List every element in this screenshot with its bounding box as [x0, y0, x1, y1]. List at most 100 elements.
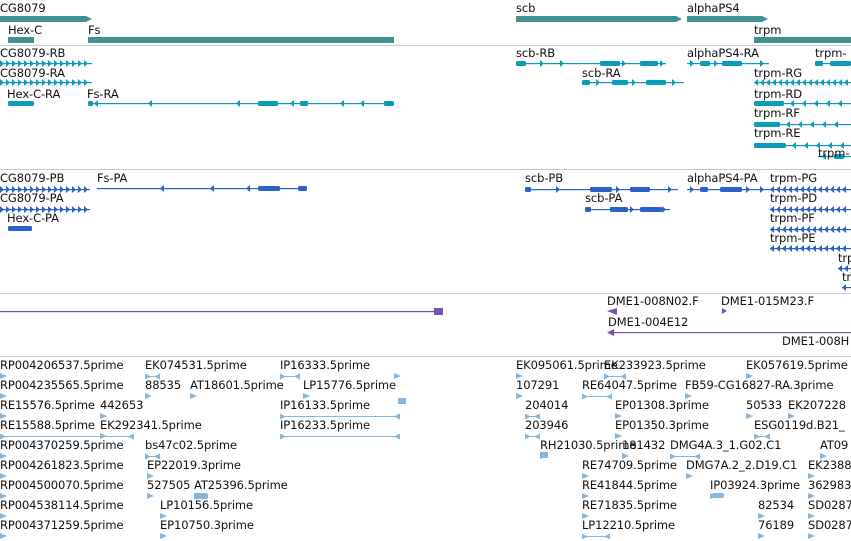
strand-chevron[interactable] [828, 142, 832, 149]
est-end[interactable] [394, 433, 400, 440]
est-label[interactable]: RP004500070.5prime [0, 478, 124, 492]
est-label[interactable]: RE71835.5prime [582, 498, 677, 512]
strand-chevron[interactable] [800, 245, 804, 252]
strand-chevron[interactable] [72, 186, 76, 193]
strand-chevron[interactable] [770, 245, 774, 252]
est-end[interactable] [754, 433, 760, 440]
strand-chevron[interactable] [800, 186, 804, 193]
transcript-label[interactable]: trpm-RE [754, 126, 801, 140]
est-label[interactable]: IP16333.5prime [280, 358, 370, 372]
est-end[interactable] [394, 413, 400, 420]
strand-chevron[interactable] [36, 79, 40, 86]
strand-chevron[interactable] [772, 79, 776, 86]
strand-chevron[interactable] [788, 186, 792, 193]
est-block[interactable] [712, 493, 724, 498]
strand-chevron[interactable] [48, 206, 52, 213]
exon-block[interactable] [8, 226, 32, 231]
exon-block[interactable] [834, 154, 844, 159]
transcript-label[interactable]: alphaPS4-RA [687, 46, 759, 60]
est-label[interactable]: EK207228 [788, 398, 846, 412]
est-label[interactable]: EK095061.5prime [516, 358, 618, 372]
est-label[interactable]: EK074531.5prime [145, 358, 247, 372]
est-end[interactable] [808, 533, 815, 539]
strand-chevron[interactable] [806, 226, 810, 233]
strand-chevron[interactable] [792, 142, 796, 149]
strand-chevron[interactable] [824, 226, 828, 233]
clone-label[interactable]: DME1-008N02.F [607, 294, 699, 308]
exon-block[interactable] [610, 207, 628, 212]
est-end[interactable] [0, 373, 7, 379]
strand-chevron[interactable] [798, 121, 802, 128]
est-end[interactable] [808, 513, 815, 519]
clone-line[interactable] [0, 311, 440, 313]
strand-chevron[interactable] [794, 245, 798, 252]
est-end[interactable] [280, 413, 286, 420]
est-end[interactable] [534, 413, 540, 420]
est-line[interactable] [582, 396, 612, 397]
est-end[interactable] [604, 533, 610, 540]
strand-chevron[interactable] [802, 100, 806, 107]
strand-chevron[interactable] [78, 206, 82, 213]
est-line[interactable] [670, 456, 700, 457]
est-end[interactable] [303, 393, 310, 399]
strand-chevron[interactable] [806, 186, 810, 193]
strand-chevron[interactable] [340, 100, 344, 107]
strand-chevron[interactable] [830, 245, 834, 252]
est-end[interactable] [0, 433, 6, 440]
strand-chevron[interactable] [18, 186, 22, 193]
protein-label[interactable]: Fs-PA [97, 171, 128, 185]
strand-chevron[interactable] [84, 60, 88, 67]
strand-chevron[interactable] [824, 186, 828, 193]
est-label[interactable]: ESG0119d.B21_ [754, 418, 845, 432]
est-label[interactable]: SD0287 [808, 498, 851, 512]
est-end[interactable] [394, 373, 401, 379]
strand-chevron[interactable] [78, 60, 82, 67]
strand-chevron[interactable] [690, 186, 694, 193]
strand-chevron[interactable] [160, 185, 164, 192]
track-divider[interactable] [0, 45, 851, 46]
strand-chevron[interactable] [18, 60, 22, 67]
est-end[interactable] [0, 493, 7, 499]
est-end[interactable] [604, 373, 610, 380]
transcript-label[interactable]: Hex-C-RA [7, 87, 61, 101]
est-label[interactable]: SD0287 [808, 518, 851, 532]
gene-label[interactable]: CG8079 [0, 1, 46, 15]
strand-chevron[interactable] [782, 245, 786, 252]
strand-chevron[interactable] [800, 206, 804, 213]
strand-chevron[interactable] [0, 60, 4, 67]
protein-label[interactable]: trpm-PF [770, 211, 815, 225]
strand-chevron[interactable] [560, 60, 564, 67]
strand-chevron[interactable] [802, 79, 806, 86]
strand-chevron[interactable] [6, 206, 10, 213]
est-label[interactable]: AT09 [820, 438, 849, 452]
exon-block[interactable] [384, 101, 394, 106]
est-label[interactable]: IP03924.3prime [710, 478, 800, 492]
track-divider[interactable] [0, 293, 851, 294]
strand-chevron[interactable] [844, 265, 848, 272]
exon-block[interactable] [754, 122, 780, 127]
protein-label[interactable]: scb-PB [525, 171, 563, 185]
est-label[interactable]: DMG4A.3_1.G02.C1 [670, 438, 782, 452]
strand-chevron[interactable] [6, 79, 10, 86]
gene-glyph[interactable] [88, 37, 394, 43]
exon-block[interactable] [600, 61, 620, 66]
est-end[interactable] [606, 393, 612, 400]
strand-chevron[interactable] [800, 226, 804, 233]
est-block[interactable] [194, 493, 208, 499]
strand-chevron[interactable] [60, 60, 64, 67]
strand-chevron[interactable] [78, 186, 82, 193]
strand-chevron[interactable] [814, 100, 818, 107]
est-end[interactable] [685, 393, 692, 399]
transcript-label[interactable]: scb-RB [516, 46, 556, 60]
exon-block[interactable] [754, 101, 784, 106]
est-label[interactable]: RE15576.5prime [0, 398, 95, 412]
gene-label[interactable]: scb [516, 1, 536, 15]
protein-label[interactable]: trpm-PD [770, 191, 817, 205]
transcript-label[interactable]: trpm-RG [754, 66, 803, 80]
exon-block[interactable] [525, 187, 531, 192]
exon-block[interactable] [700, 187, 708, 192]
strand-chevron[interactable] [760, 79, 764, 86]
est-label[interactable]: 50533 [746, 398, 783, 412]
transcript-label[interactable]: trpm- [815, 46, 847, 60]
strand-chevron[interactable] [794, 206, 798, 213]
